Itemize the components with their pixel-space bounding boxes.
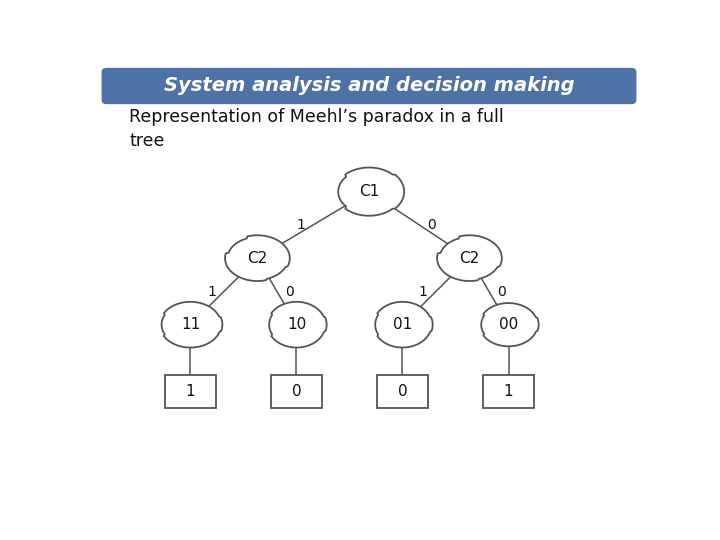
Text: 11: 11	[181, 317, 200, 332]
Text: 10: 10	[287, 317, 306, 332]
Polygon shape	[375, 302, 433, 348]
Text: 0: 0	[397, 384, 408, 399]
Polygon shape	[481, 303, 539, 346]
FancyBboxPatch shape	[102, 69, 636, 104]
Polygon shape	[161, 302, 222, 348]
Text: 0: 0	[292, 384, 301, 399]
Polygon shape	[338, 167, 404, 216]
Text: 00: 00	[499, 317, 518, 332]
Text: 1: 1	[504, 384, 513, 399]
Text: 1: 1	[207, 285, 216, 299]
Text: C2: C2	[459, 251, 480, 266]
Polygon shape	[225, 235, 289, 281]
Text: C1: C1	[359, 184, 379, 199]
FancyBboxPatch shape	[377, 375, 428, 408]
Text: 1: 1	[296, 218, 305, 232]
Text: System analysis and decision making: System analysis and decision making	[163, 76, 575, 94]
FancyBboxPatch shape	[166, 375, 215, 408]
Text: 1: 1	[419, 285, 428, 299]
Text: 0: 0	[428, 218, 436, 232]
Text: 0: 0	[498, 285, 506, 299]
Text: 1: 1	[186, 384, 195, 399]
Text: C2: C2	[247, 251, 268, 266]
Text: Representation of Meehl’s paradox in a full
tree: Representation of Meehl’s paradox in a f…	[129, 109, 504, 150]
FancyBboxPatch shape	[271, 375, 322, 408]
FancyBboxPatch shape	[483, 375, 534, 408]
Text: 01: 01	[393, 317, 412, 332]
Text: 0: 0	[285, 285, 294, 299]
Polygon shape	[437, 235, 502, 281]
Polygon shape	[269, 302, 327, 348]
